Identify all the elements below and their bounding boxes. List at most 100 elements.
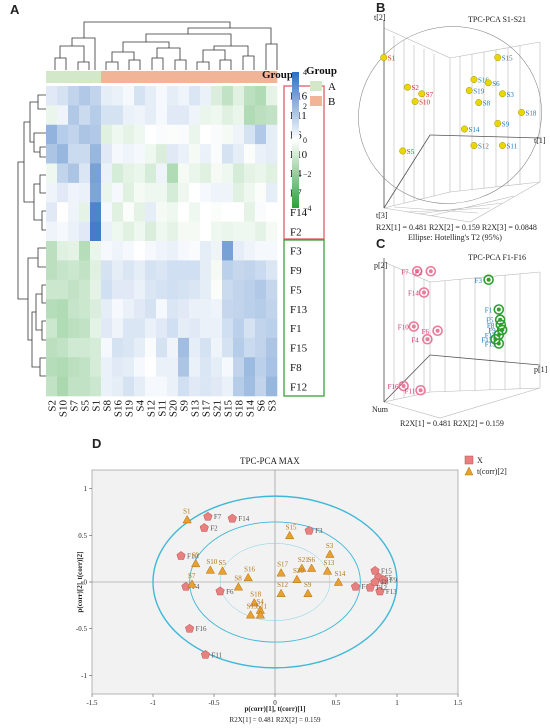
panel-b-point-label: S12 [478, 143, 489, 151]
colorbar-tick: 4 [303, 68, 307, 77]
heatmap-cell [178, 144, 190, 164]
heatmap-cell [167, 279, 179, 300]
panel-d-point-label: F16 [196, 625, 207, 633]
heatmap-cell [266, 260, 278, 281]
heatmap-cell [255, 144, 267, 164]
heatmap-cell [57, 86, 69, 106]
heatmap-cell [57, 337, 69, 358]
heatmap-cell [255, 299, 267, 319]
heatmap-cell [101, 357, 113, 377]
heatmap-cell [167, 163, 179, 184]
panel-d-point-label: F14 [238, 515, 249, 523]
heatmap-cell [255, 124, 267, 145]
heatmap-cell [167, 202, 179, 222]
heatmap-cell [123, 124, 135, 145]
panel-b-point [499, 90, 506, 98]
heatmap-cell [134, 182, 146, 203]
group-bar-cell [211, 71, 223, 83]
panel-d-point-label: S13 [323, 559, 334, 567]
panel-b-point [404, 83, 411, 91]
heatmap-cell [266, 182, 278, 203]
panel-b-point [465, 87, 473, 94]
panel-d-point-label: S20 [293, 567, 304, 575]
panel-b-axis-label-t1: t[1] [534, 136, 546, 145]
heatmap-cell [112, 337, 124, 358]
heatmap-cell [189, 105, 201, 126]
panel-d-pentagon-point [370, 577, 380, 586]
panel-d-point-label: F11 [211, 651, 222, 659]
heatmap-cell [255, 318, 267, 339]
heatmap-cell [68, 279, 80, 300]
row-label: F8 [290, 362, 302, 374]
panel-d-point-label: S18 [250, 591, 261, 599]
heatmap-cell [57, 299, 69, 319]
panel-label-a: A [10, 2, 20, 17]
heatmap-cell [68, 241, 80, 261]
panel-d-point-label: S1 [183, 507, 191, 515]
heatmap-cell [123, 163, 135, 184]
panel-b-footnote-1: R2X[1] = 0.481 R2X[2] = 0.159 R2X[3] = 0… [376, 223, 537, 232]
heatmap-cell [57, 105, 69, 126]
group-legend-swatch-a [310, 81, 322, 91]
panel-d-point-label: F15 [381, 567, 392, 575]
panel-b-point-label: S1 [388, 55, 396, 63]
group-bar-cell [134, 71, 146, 83]
group-bar-cell [90, 71, 102, 83]
heatmap-cell [233, 299, 245, 319]
heatmap-cell [200, 202, 212, 222]
panel-d-triangle-point [297, 563, 307, 572]
heatmap-cell [178, 86, 190, 106]
panel-c-point [493, 338, 505, 349]
heatmap-cell [90, 357, 102, 377]
panel-c-point-label: F1 [485, 307, 493, 315]
heatmap-cell [112, 221, 124, 242]
heatmap-cell [211, 124, 223, 145]
heatmap-cell [134, 260, 146, 281]
heatmap-cell [112, 376, 124, 397]
heatmap-cell [156, 357, 168, 377]
panel-b-point [399, 147, 407, 155]
panel-d-point-label: S3 [326, 542, 334, 550]
heatmap-cell [211, 279, 223, 300]
heatmap-cell [112, 86, 124, 106]
panel-b-point [494, 54, 502, 61]
column-label: S17 [201, 400, 213, 418]
heatmap-cell [167, 221, 179, 242]
heatmap-cell [266, 299, 278, 319]
panel-d-title: TPC-PCA MAX [240, 456, 300, 466]
row-label: F14 [290, 207, 308, 219]
legend-label-x: X [477, 456, 483, 465]
heatmap-cell [145, 86, 157, 106]
panel-d-point-label: S17 [277, 561, 288, 569]
heatmap-cell [112, 241, 124, 261]
heatmap-cell [255, 279, 267, 300]
heatmap-cell [189, 124, 201, 145]
heatmap-cell [233, 260, 245, 281]
column-label: S18 [234, 400, 246, 418]
heatmap-cell [134, 299, 146, 319]
heatmap-cell [244, 86, 256, 106]
heatmap-cell [90, 105, 102, 126]
heatmap-cell [156, 221, 168, 242]
heatmap-cell [57, 279, 69, 300]
group-bar-cell [178, 71, 190, 83]
heatmap-cell [233, 221, 245, 242]
panel-c-point [418, 287, 430, 298]
panel-b-point-label: S19 [473, 88, 484, 96]
panel-b-point-label: S7 [426, 91, 434, 99]
heatmap-cell [233, 144, 245, 164]
row-label: F1 [290, 323, 302, 335]
heatmap-cell [68, 144, 80, 164]
heatmap-cell [90, 144, 102, 164]
heatmap-cell [134, 105, 146, 126]
heatmap-cell [90, 279, 102, 300]
panel-c-axis-label-num: Num [372, 405, 389, 414]
heatmap-cell [112, 124, 124, 145]
heatmap-cell [101, 318, 113, 339]
column-label: S7 [69, 400, 81, 412]
heatmap-cell [112, 299, 124, 319]
heatmap-cell [123, 337, 135, 358]
heatmap-cell [134, 124, 146, 145]
heatmap-cell [266, 376, 278, 397]
